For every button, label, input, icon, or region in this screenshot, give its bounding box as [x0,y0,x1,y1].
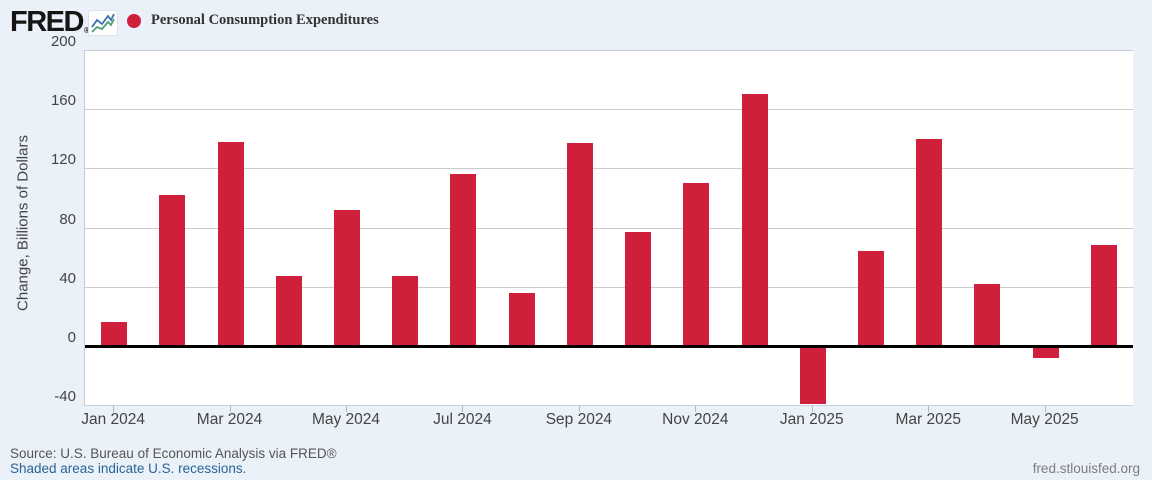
y-axis-tick-label: 40 [59,269,76,287]
series-legend-marker-icon[interactable] [127,14,141,28]
bar-jan-2024[interactable] [101,322,128,346]
fred-logo[interactable]: FRED® [10,6,90,39]
y-axis-tick-label: -40 [54,388,76,405]
y-axis-tick-label: 200 [50,33,76,50]
x-axis-tick-mark [462,406,464,412]
grid-line [85,109,1133,111]
grid-line [85,227,1133,229]
bar-may-2025[interactable] [1032,345,1059,358]
x-axis-tick-label: Mar 2024 [196,411,263,428]
bar-feb-2024[interactable] [159,194,186,346]
bar-aug-2024[interactable] [508,292,535,346]
bar-oct-2024[interactable] [625,231,652,346]
x-axis-tick-mark [811,406,813,412]
x-axis-tick-mark [695,406,697,412]
fred-site-link[interactable]: fred.stlouisfed.org [1032,461,1140,476]
y-axis-tick-label: 0 [67,328,76,346]
x-axis-tick-label: Sep 2024 [545,411,613,428]
bar-apr-2025[interactable] [974,283,1001,346]
y-axis-tick-label: 160 [50,92,76,110]
bar-jan-2025[interactable] [799,345,826,404]
series-legend-label[interactable]: Personal Consumption Expenditures [151,12,379,28]
x-axis-tick-label: Jul 2024 [433,411,492,428]
bar-jul-2024[interactable] [450,174,477,346]
x-axis-tick-label: Mar 2025 [895,411,961,428]
x-axis-tick-label: May 2025 [1010,411,1079,428]
bar-mar-2024[interactable] [217,141,244,346]
grid-line [85,168,1133,170]
bar-dec-2024[interactable] [741,94,768,346]
registered-mark: ® [83,26,90,35]
grid-line [85,50,1133,51]
bar-mar-2025[interactable] [916,138,943,346]
y-axis-tick-label: 80 [59,210,76,228]
x-axis-tick-label: Jan 2025 [779,411,844,428]
bar-feb-2025[interactable] [858,251,884,346]
bar-apr-2024[interactable] [275,276,302,346]
recessions-note-link[interactable]: Shaded areas indicate U.S. recessions. [10,461,247,476]
x-axis-tick-mark [229,406,231,412]
x-axis-tick-mark [346,406,347,412]
fred-logo-graph-icon [88,10,118,36]
x-axis-tick-mark [1044,406,1046,412]
bar-may-2024[interactable] [334,209,360,346]
bar-nov-2024[interactable] [683,183,710,346]
x-axis-tick-label: May 2024 [311,411,381,428]
y-axis-tick-label: 120 [50,151,76,169]
x-axis-tick-mark [113,406,115,412]
x-axis-tick-mark [578,406,580,412]
bar-jun-2025[interactable] [1090,245,1117,346]
source-attribution: Source: U.S. Bureau of Economic Analysis… [10,446,337,461]
x-axis-tick-mark [928,406,930,412]
x-axis-tick-label: Nov 2024 [662,411,729,428]
x-axis-tick-label: Jan 2024 [81,411,145,428]
zero-line [85,344,1133,348]
fred-logo-text: FRED [10,6,84,38]
grid-line [85,286,1133,288]
plot-area [84,50,1133,406]
bar-sep-2024[interactable] [566,143,593,346]
bar-jun-2024[interactable] [392,276,419,346]
